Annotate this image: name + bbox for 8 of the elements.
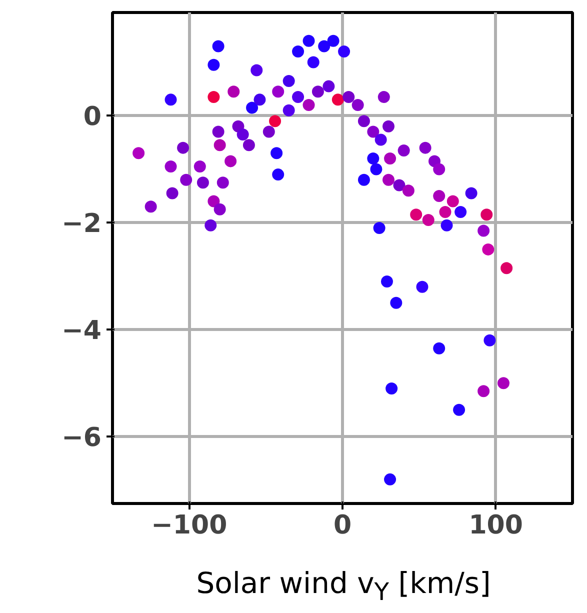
y-tick-label: −2 xyxy=(62,209,102,240)
y-tick-label: 0 xyxy=(83,102,102,132)
y-tick-label: −4 xyxy=(62,316,102,346)
x-tick-label: 0 xyxy=(333,510,352,540)
x-tick-label: 100 xyxy=(468,510,523,540)
y-tick-label: −6 xyxy=(62,423,102,454)
x-tick-label: −100 xyxy=(151,510,228,540)
x-axis-title: Solar wind v$_{Y}$ [km/s] xyxy=(196,565,491,608)
